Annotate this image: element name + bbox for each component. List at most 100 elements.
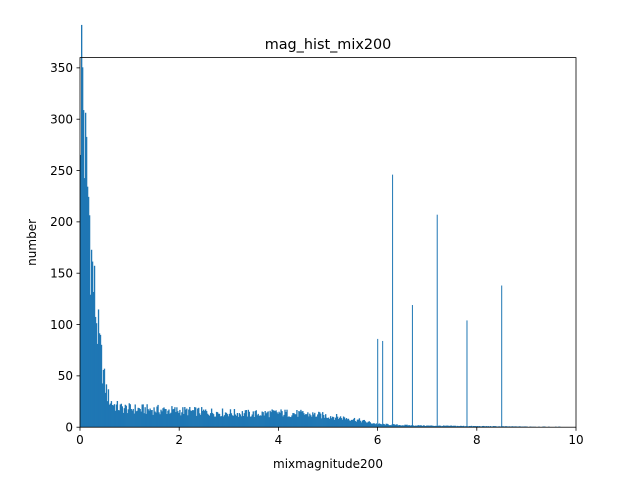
histogram-bar [511,426,513,428]
histogram-bar [263,415,265,428]
histogram-bar [252,411,254,428]
histogram-bar [431,425,433,428]
histogram-bar [144,407,146,428]
histogram-bar [120,403,123,428]
histogram-bar [274,411,276,428]
histogram-bar [238,413,241,428]
histogram-bar [314,412,316,428]
histogram-bar [96,343,99,428]
histogram-bar [433,425,435,428]
histogram-bar [413,425,415,428]
histogram-bar [281,411,283,428]
histogram-bar [225,412,228,428]
histogram-bar [348,420,351,428]
histogram-bar [519,426,521,428]
histogram-bar [479,426,482,428]
histogram-bar [189,406,191,428]
histogram-bar [390,425,392,428]
histogram-bar [222,416,225,428]
histogram-bar [304,414,306,428]
histogram-bar [357,419,360,428]
histogram-bar [102,369,105,428]
x-tick-label: 4 [275,433,283,447]
histogram-bar [442,425,444,428]
histogram-bar [100,344,103,428]
histogram-bar [155,412,157,428]
histogram-bar [494,426,496,428]
histogram-bar [469,426,472,428]
y-tick-label: 200 [50,215,73,229]
histogram-bar [133,413,135,428]
histogram-bar [220,416,223,428]
histogram-bar [394,425,396,428]
histogram-bar [90,249,93,428]
histogram-bar [201,407,203,428]
histogram-bar [125,405,127,428]
histogram-bar [383,424,385,428]
histogram-bar [270,412,272,428]
histogram-bar [485,426,488,428]
histogram-bar [162,408,164,428]
histogram-bar [364,421,367,428]
histogram-bar [248,411,250,428]
histogram-bar [434,425,436,428]
histogram-bar [182,407,184,428]
histogram-bar [423,425,425,428]
histogram-bar [254,411,256,428]
histogram-bar [395,424,397,428]
histogram-bar [191,410,193,428]
histogram-bar [163,407,165,428]
histogram-bar [256,415,258,428]
histogram-bar [116,400,119,428]
histogram-bar [392,424,394,428]
histogram-bar [460,425,463,428]
histogram-bar [380,424,382,428]
histogram-bar [328,417,330,428]
histogram-bar [382,423,384,428]
histogram-bar [198,407,200,428]
histogram-bar [311,416,313,428]
histogram-bar [170,412,172,428]
histogram-bar [393,424,395,428]
histogram-bar [508,426,510,428]
histogram-bar [219,416,222,428]
histogram-bar [347,418,350,428]
histogram-bar [400,425,402,428]
histogram-bar [224,412,227,428]
histogram-bar [501,426,503,428]
histogram-bar [296,410,298,428]
histogram-bar [293,413,295,428]
histogram-bar [405,424,407,428]
histogram-bar [363,419,366,428]
histogram-bar [323,415,325,428]
histogram-bar [88,215,91,428]
histogram-bar [243,413,246,428]
histogram-bar [336,416,339,428]
histogram-bar [183,413,185,428]
histogram-bar [447,425,449,428]
histogram-bar [461,426,464,428]
histogram-bar [107,389,110,428]
histogram-bar [291,415,293,428]
histogram-bar [505,426,507,428]
histogram-bar [253,417,255,428]
histogram-bar [124,404,126,428]
histogram-bar [377,424,379,428]
histogram-bar [92,291,95,428]
histogram-bar [345,418,348,428]
histogram-bar [322,412,324,428]
histogram-bar [319,412,321,428]
histogram-bar [230,413,233,428]
histogram-bar [166,414,168,428]
histogram-bar [275,410,277,428]
histogram-bar [179,409,181,428]
histogram-bar [386,423,388,428]
histogram-bar [190,410,192,428]
histogram-bar [471,426,474,428]
histogram-bar [473,426,476,428]
histogram-bar [387,424,389,428]
histogram-bar [404,424,406,428]
histogram-bar [302,411,304,428]
histogram-bar [235,415,238,428]
histogram-bar [246,416,248,428]
